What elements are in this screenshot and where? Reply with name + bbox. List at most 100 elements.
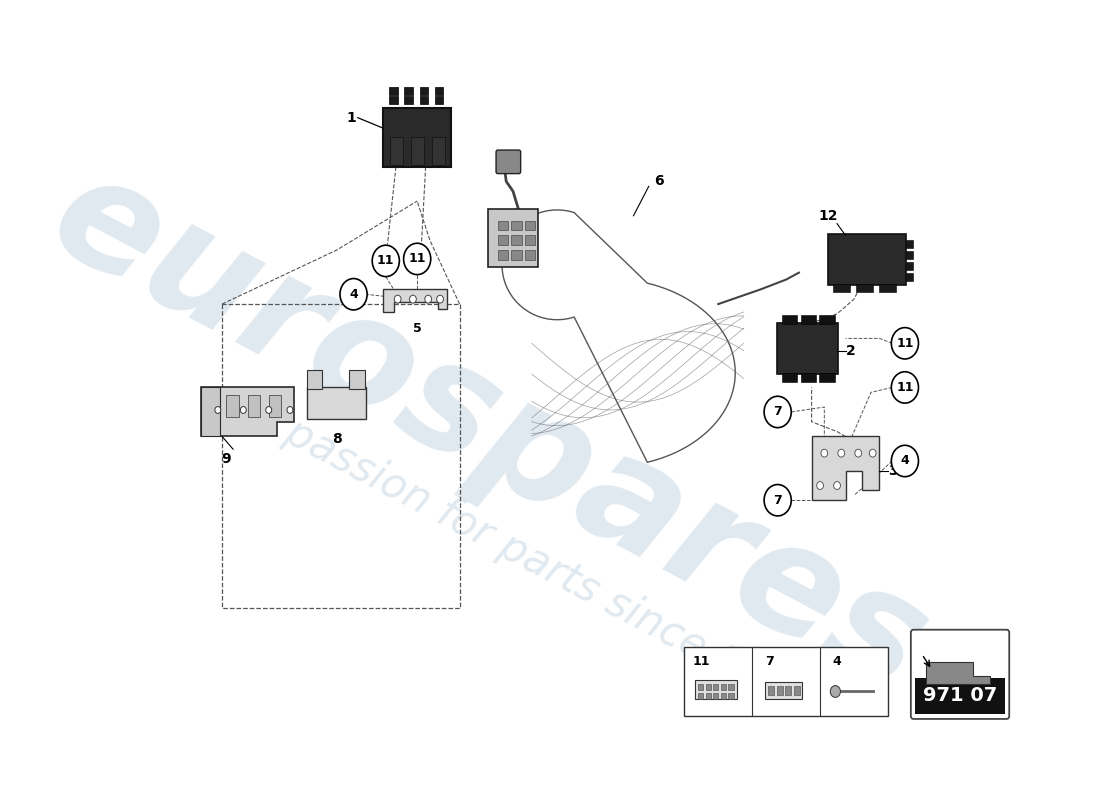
Text: 8: 8 xyxy=(332,433,341,446)
Circle shape xyxy=(372,246,399,277)
Circle shape xyxy=(266,406,272,414)
Bar xyxy=(905,240,913,248)
Bar xyxy=(420,87,428,95)
Bar xyxy=(879,285,895,292)
Bar xyxy=(498,250,508,260)
Circle shape xyxy=(891,372,918,403)
Circle shape xyxy=(214,406,221,414)
FancyBboxPatch shape xyxy=(911,630,1009,719)
Bar xyxy=(420,96,428,104)
Circle shape xyxy=(830,686,840,698)
Bar xyxy=(801,373,816,382)
Text: 4: 4 xyxy=(833,654,842,667)
Bar xyxy=(720,684,726,690)
Bar xyxy=(525,250,535,260)
Bar xyxy=(820,315,835,324)
Bar xyxy=(833,285,850,292)
Bar xyxy=(307,387,366,419)
Circle shape xyxy=(869,450,876,457)
Text: 5: 5 xyxy=(412,322,421,335)
Circle shape xyxy=(834,482,840,490)
Circle shape xyxy=(287,406,293,414)
Bar xyxy=(905,273,913,281)
Bar xyxy=(307,370,322,390)
Bar xyxy=(405,87,412,95)
Bar xyxy=(350,370,364,390)
FancyBboxPatch shape xyxy=(383,108,451,166)
Bar xyxy=(856,285,872,292)
Bar xyxy=(705,684,711,690)
Bar xyxy=(777,686,783,695)
Circle shape xyxy=(404,243,431,274)
Bar xyxy=(201,387,220,437)
Bar xyxy=(512,221,521,230)
FancyBboxPatch shape xyxy=(487,209,538,266)
Bar xyxy=(905,262,913,270)
Text: a passion for parts since 1985: a passion for parts since 1985 xyxy=(244,393,820,726)
Bar xyxy=(434,96,443,104)
Text: 12: 12 xyxy=(818,209,838,222)
Bar xyxy=(764,682,802,699)
Text: 6: 6 xyxy=(654,174,663,189)
Bar xyxy=(390,138,403,165)
Bar xyxy=(434,87,443,95)
Bar xyxy=(713,684,718,690)
Bar xyxy=(785,686,791,695)
Bar xyxy=(705,694,711,699)
Bar xyxy=(697,684,703,690)
Text: 11: 11 xyxy=(408,253,426,266)
Circle shape xyxy=(394,295,402,303)
Bar xyxy=(728,684,734,690)
Text: 3: 3 xyxy=(888,464,898,478)
Circle shape xyxy=(855,450,861,457)
Circle shape xyxy=(764,396,791,428)
Text: 7: 7 xyxy=(773,406,782,418)
Bar xyxy=(801,315,816,324)
Polygon shape xyxy=(812,437,880,500)
Bar xyxy=(728,694,734,699)
Bar xyxy=(227,395,239,417)
Text: 2: 2 xyxy=(846,344,856,358)
Bar xyxy=(389,87,398,95)
Text: 9: 9 xyxy=(221,452,231,466)
Text: 11: 11 xyxy=(377,254,395,267)
Text: 4: 4 xyxy=(901,454,910,467)
Text: eurospares: eurospares xyxy=(28,139,950,724)
Bar xyxy=(782,315,797,324)
Bar xyxy=(720,694,726,699)
Bar xyxy=(389,96,398,104)
Bar xyxy=(820,373,835,382)
Circle shape xyxy=(437,295,443,303)
Text: 971 07: 971 07 xyxy=(923,686,998,706)
Circle shape xyxy=(838,450,845,457)
Circle shape xyxy=(891,327,918,359)
Circle shape xyxy=(891,446,918,477)
Bar xyxy=(684,647,888,716)
Bar xyxy=(768,686,774,695)
Text: 1: 1 xyxy=(346,110,356,125)
Bar xyxy=(512,250,521,260)
Bar xyxy=(512,235,521,246)
Text: 7: 7 xyxy=(773,494,782,506)
Circle shape xyxy=(764,485,791,516)
FancyBboxPatch shape xyxy=(496,150,520,174)
Polygon shape xyxy=(201,387,294,437)
Bar xyxy=(713,694,718,699)
Bar xyxy=(525,221,535,230)
Bar xyxy=(268,395,282,417)
Bar xyxy=(915,678,1005,714)
Text: 4: 4 xyxy=(349,288,358,301)
Bar xyxy=(432,138,446,165)
Bar xyxy=(411,138,424,165)
FancyBboxPatch shape xyxy=(827,234,905,286)
Bar xyxy=(525,235,535,246)
Circle shape xyxy=(240,406,246,414)
Bar xyxy=(782,373,797,382)
Circle shape xyxy=(409,295,416,303)
Circle shape xyxy=(425,295,431,303)
Circle shape xyxy=(340,278,367,310)
Bar xyxy=(498,235,508,246)
Bar xyxy=(248,395,261,417)
Bar xyxy=(498,221,508,230)
Polygon shape xyxy=(926,662,990,684)
